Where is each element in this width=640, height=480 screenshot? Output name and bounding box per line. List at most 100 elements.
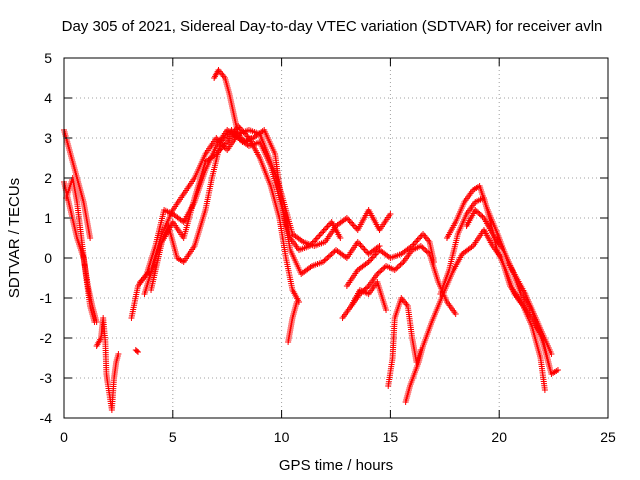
data-point bbox=[414, 237, 421, 243]
series-track-6 bbox=[128, 127, 344, 321]
data-point bbox=[380, 265, 387, 272]
data-point bbox=[548, 351, 555, 357]
data-point bbox=[422, 247, 429, 253]
data-point bbox=[327, 252, 334, 259]
data-point bbox=[399, 260, 406, 267]
data-point bbox=[321, 226, 328, 233]
x-tick-label: 5 bbox=[169, 429, 177, 445]
x-tick-label: 10 bbox=[274, 429, 290, 445]
data-marks bbox=[61, 67, 561, 413]
series-track-4 bbox=[93, 315, 122, 413]
grid-lines bbox=[64, 58, 608, 418]
data-point bbox=[324, 255, 331, 261]
data-point bbox=[361, 246, 368, 253]
data-point bbox=[357, 242, 364, 248]
data-point bbox=[396, 263, 403, 269]
data-point bbox=[425, 249, 432, 256]
data-point bbox=[417, 234, 424, 240]
y-tick-label: -3 bbox=[40, 370, 53, 386]
data-point bbox=[393, 265, 400, 272]
x-tick-label: 25 bbox=[600, 429, 616, 445]
data-point bbox=[413, 238, 420, 245]
series-track-13 bbox=[343, 231, 437, 289]
data-point bbox=[352, 224, 359, 230]
y-tick-label: -1 bbox=[40, 290, 53, 306]
data-point bbox=[325, 253, 332, 260]
data-point bbox=[133, 348, 140, 354]
data-point bbox=[430, 259, 437, 265]
series-track-8 bbox=[141, 127, 383, 297]
data-point bbox=[375, 269, 382, 276]
data-point bbox=[337, 235, 344, 241]
data-point bbox=[317, 231, 324, 237]
data-point bbox=[377, 268, 384, 275]
data-point bbox=[320, 228, 327, 234]
data-point bbox=[319, 229, 326, 236]
data-point bbox=[216, 148, 223, 154]
data-point bbox=[374, 271, 381, 277]
series-track-1 bbox=[61, 179, 100, 325]
data-point bbox=[323, 225, 330, 231]
data-point bbox=[383, 307, 390, 313]
data-point bbox=[364, 284, 371, 291]
series-track-5 bbox=[132, 347, 141, 355]
data-point bbox=[328, 251, 335, 257]
data-point bbox=[313, 235, 320, 242]
data-point bbox=[378, 267, 385, 273]
series-track-10 bbox=[211, 67, 255, 145]
data-point bbox=[479, 213, 486, 220]
y-axis-label: SDTVAR / TECUs bbox=[6, 178, 23, 298]
series-track-11 bbox=[285, 299, 300, 345]
data-point bbox=[358, 243, 365, 250]
data-point bbox=[315, 234, 322, 240]
data-point bbox=[394, 264, 401, 271]
data-point bbox=[391, 267, 398, 273]
series-track-7 bbox=[137, 127, 394, 285]
series-track-3 bbox=[63, 175, 98, 325]
data-point bbox=[316, 232, 323, 239]
data-point bbox=[347, 219, 354, 226]
y-tick-label: 3 bbox=[44, 130, 52, 146]
data-point bbox=[419, 244, 426, 251]
y-tick-label: 5 bbox=[44, 50, 52, 66]
data-point bbox=[319, 259, 326, 265]
y-tick-label: 0 bbox=[44, 250, 52, 266]
y-tick-label: -2 bbox=[40, 330, 53, 346]
series-track-15 bbox=[385, 295, 424, 389]
data-point bbox=[115, 351, 122, 357]
y-tick-label: 1 bbox=[44, 210, 52, 226]
data-point bbox=[541, 387, 548, 393]
plot-frame bbox=[63, 57, 609, 419]
y-tick-label: -4 bbox=[40, 410, 53, 426]
data-point bbox=[134, 349, 141, 355]
x-tick-label: 0 bbox=[60, 429, 68, 445]
data-point bbox=[349, 221, 356, 227]
data-point bbox=[476, 211, 483, 217]
data-point bbox=[397, 261, 404, 268]
data-point bbox=[321, 257, 328, 264]
x-tick-label: 20 bbox=[491, 429, 507, 445]
data-point bbox=[330, 249, 337, 256]
data-point bbox=[368, 256, 375, 262]
x-tick-label: 15 bbox=[383, 429, 399, 445]
data-point bbox=[475, 209, 482, 216]
data-point bbox=[415, 235, 422, 242]
data-point bbox=[91, 319, 98, 325]
y-tick-label: 4 bbox=[44, 90, 52, 106]
chart-title: Day 305 of 2021, Sidereal Day-to-day VTE… bbox=[62, 18, 603, 35]
data-point bbox=[293, 299, 300, 305]
data-point bbox=[387, 211, 394, 217]
data-point bbox=[87, 235, 94, 241]
series-track-14 bbox=[348, 279, 390, 313]
data-point bbox=[322, 256, 329, 263]
axis-ticks: -4 -3 -2 -1 0 1 2 3 4 5 0 5 10 15 20 25 bbox=[40, 50, 616, 445]
x-axis-label: GPS time / hours bbox=[279, 457, 393, 474]
data-point bbox=[473, 208, 480, 215]
data-point bbox=[452, 311, 459, 317]
data-point bbox=[472, 207, 479, 213]
data-point bbox=[417, 243, 424, 249]
data-point bbox=[350, 222, 357, 229]
series-track-19 bbox=[463, 207, 561, 377]
data-point bbox=[345, 216, 352, 223]
